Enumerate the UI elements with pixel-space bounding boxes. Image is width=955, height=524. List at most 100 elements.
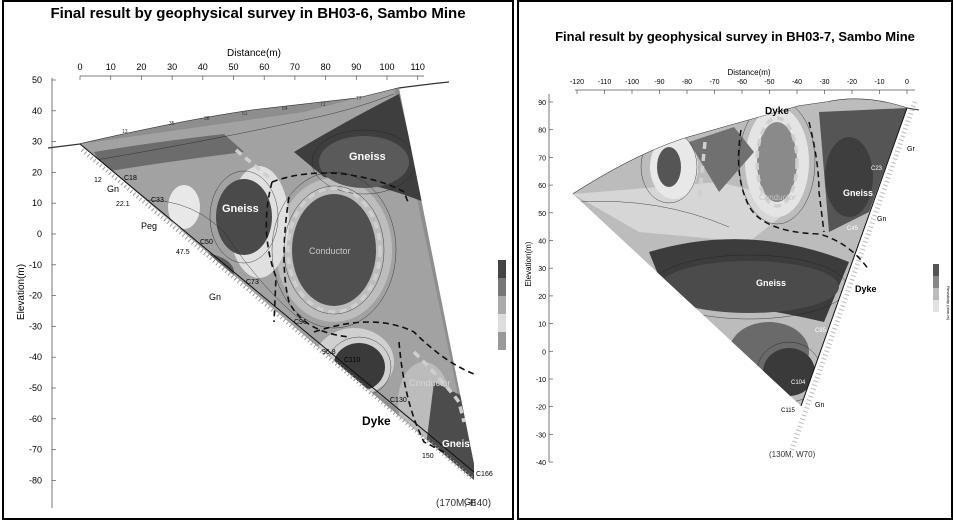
right-y-tick-label: 60 <box>538 183 546 190</box>
left-y-tick-label: -30 <box>29 321 42 331</box>
left-y-tick-label: -10 <box>29 260 42 270</box>
right-footnote: (130M, W70) <box>769 450 816 459</box>
right-y-tick-label: 20 <box>538 294 546 301</box>
right-legend-swatch <box>933 288 939 300</box>
left-y-ticks: 50 40 30 20 10 0 -10 -20 -30 -40 -50 -60 -70 -80 <box>29 75 56 485</box>
right-mark: C45 <box>847 226 859 232</box>
left-mark: C18 <box>124 175 137 182</box>
left-label-peg: Peg <box>141 221 157 231</box>
right-y-tick-label: 10 <box>538 322 546 329</box>
right-x-tick-label: 0 <box>905 79 909 86</box>
left-label-gn-3: Gn <box>464 497 476 507</box>
left-title: Final result by geophysical survey in BH… <box>50 5 466 22</box>
left-x-tick-label: 110 <box>411 62 425 72</box>
left-y-tick-label: -60 <box>29 414 42 424</box>
left-depth: 150 <box>422 453 434 460</box>
right-y-axis-label: Elevation(m) <box>524 241 533 286</box>
right-legend-swatch <box>933 276 939 288</box>
left-y-tick-label: 10 <box>32 198 42 208</box>
right-x-tick-label: -60 <box>737 79 747 86</box>
left-label-conductor: Conductor <box>309 246 351 256</box>
left-x-tick-label: 80 <box>321 62 331 72</box>
left-label-gneiss-upper: Gneiss <box>349 151 386 163</box>
left-surface-number: 35 <box>169 121 175 127</box>
left-label-dyke: Dyke <box>362 414 391 428</box>
right-x-axis-label: Distance(m) <box>727 68 770 77</box>
left-y-tick-label: 0 <box>37 229 42 239</box>
left-surface-number: 38 <box>204 116 210 122</box>
left-legend-swatch <box>498 296 506 314</box>
right-mark: C85 <box>815 328 827 334</box>
right-y-tick-label: 80 <box>538 128 546 135</box>
right-x-ticks: -120 -110 -100 -90 -80 -70 -60 -50 -40 -30 -20 -10 0 <box>570 79 909 94</box>
right-label-dyke-top: Dyke <box>765 106 789 117</box>
right-x-tick-label: -30 <box>819 79 829 86</box>
left-depth: 96.8 <box>322 349 336 356</box>
left-footnote: (170M, E40) <box>436 498 492 509</box>
right-x-tick-label: -100 <box>625 79 639 86</box>
left-x-axis-label: Distance(m) <box>227 48 281 59</box>
left-x-ticks: 0 10 20 30 40 50 60 70 80 90 100 110 <box>77 62 425 80</box>
left-y-tick-label: -20 <box>29 291 42 301</box>
right-x-tick-label: -70 <box>709 79 719 86</box>
left-y-tick-label: -40 <box>29 352 42 362</box>
right-y-tick-label: 50 <box>538 211 546 218</box>
left-borehole-scale <box>80 148 474 480</box>
left-y-axis-label: Elevation(m) <box>16 264 27 320</box>
right-x-tick-label: -120 <box>570 79 584 86</box>
right-label-gneiss-center: Gneiss <box>756 278 786 288</box>
left-resistivity-section <box>80 88 474 480</box>
left-surface-number: 77 <box>356 96 362 102</box>
left-mark: C166 <box>476 471 493 478</box>
left-y-tick-label: -80 <box>29 475 42 485</box>
right-x-tick-label: -10 <box>874 79 884 86</box>
left-label-conductor-lower: Conductor <box>409 378 451 388</box>
left-x-tick-label: 10 <box>106 62 116 72</box>
left-label-gneiss-lower: Gneiss <box>442 439 476 450</box>
left-label-gn-2: Gn <box>209 292 221 302</box>
right-mark: C104 <box>791 380 806 386</box>
right-x-tick-label: -90 <box>654 79 664 86</box>
left-surface-number: 13 <box>122 129 128 135</box>
right-label-gr: Gr <box>907 146 915 153</box>
left-mark: C130 <box>390 397 407 404</box>
left-x-tick-label: 90 <box>351 62 361 72</box>
right-y-tick-label: -30 <box>536 432 546 439</box>
right-label-dyke-mid: Dyke <box>855 284 877 294</box>
left-depth: 12 <box>94 177 102 184</box>
right-y-tick-label: 40 <box>538 239 546 246</box>
right-y-tick-label: -40 <box>536 460 546 467</box>
right-legend-swatch <box>933 264 939 276</box>
right-x-tick-label: -20 <box>847 79 857 86</box>
right-y-tick-label: 30 <box>538 266 546 273</box>
left-legend-swatch <box>498 314 506 332</box>
left-x-tick-label: 20 <box>136 62 146 72</box>
left-x-tick-label: 40 <box>198 62 208 72</box>
left-borehole-line <box>79 143 475 473</box>
left-x-tick-label: 0 <box>77 62 82 72</box>
left-legend-swatch <box>498 260 506 278</box>
left-mark: C33 <box>151 197 164 204</box>
left-label-gneiss-mid: Gneiss <box>222 203 259 215</box>
right-title: Final result by geophysical survey in BH… <box>555 29 915 44</box>
left-surface-number: 64 <box>282 106 288 112</box>
left-y-tick-label: -70 <box>29 445 42 455</box>
left-section-figure: Distance(m) 0 10 20 30 40 50 60 70 80 90 100 110 50… <box>16 48 506 508</box>
right-y-ticks: 90 80 70 60 50 40 30 20 10 0 -10 -20 -30 -40 <box>536 100 553 467</box>
right-dashed-boundaries <box>737 121 870 271</box>
right-y-tick-label: 70 <box>538 155 546 162</box>
right-legend-title: Resistivity (ohm-m) <box>946 286 951 321</box>
panel-bh03-7: Final result by geophysical survey in BH… <box>517 0 953 520</box>
right-y-tick-label: -10 <box>536 377 546 384</box>
left-mark: C73 <box>246 279 259 286</box>
left-y-tick-label: 40 <box>32 106 42 116</box>
left-mark: C110 <box>344 357 360 364</box>
right-mark: C23 <box>871 166 883 172</box>
right-label-gn-2: Gn <box>815 402 824 409</box>
right-resistivity-section <box>573 99 907 406</box>
left-y-tick-label: 50 <box>32 75 42 85</box>
right-label-gneiss-right: Gneiss <box>843 188 873 198</box>
left-x-tick-label: 50 <box>228 62 238 72</box>
right-conductor-outlines <box>697 116 799 208</box>
left-x-tick-label: 30 <box>167 62 177 72</box>
